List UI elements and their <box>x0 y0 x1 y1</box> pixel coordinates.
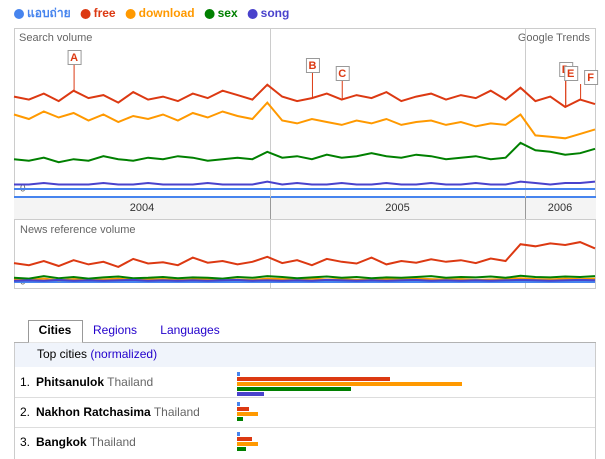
city-name: Phitsanulok <box>36 375 104 389</box>
flag-label: E <box>567 68 574 80</box>
series-line <box>13 141 596 164</box>
country: Thailand <box>90 435 136 449</box>
tab[interactable]: Languages <box>160 323 219 337</box>
source: Google Trends <box>518 32 591 44</box>
legend-label: song <box>261 6 290 20</box>
series-line <box>13 83 596 109</box>
series-line <box>14 180 596 186</box>
year-label: 2006 <box>548 202 572 214</box>
flag <box>584 70 599 85</box>
bar <box>237 377 390 381</box>
series-line <box>13 277 596 282</box>
normalized-link[interactable]: (normalized) <box>90 347 157 361</box>
bar <box>237 382 462 386</box>
heading: Top cities <box>37 347 87 361</box>
legend-label: download <box>139 6 195 20</box>
bar <box>237 412 258 416</box>
cities-header <box>15 343 595 367</box>
series-line <box>13 241 596 268</box>
rank: 3. <box>20 435 30 449</box>
city: Phitsanulok Thailand <box>36 375 153 389</box>
news-title: News reference volume <box>20 224 136 236</box>
search-title: Search volume <box>19 32 92 44</box>
flag-label: B <box>308 60 316 72</box>
series-line <box>13 278 596 282</box>
tab[interactable]: Cities <box>39 323 72 337</box>
year-band <box>14 197 596 219</box>
legend-dot <box>247 9 258 19</box>
tabs: Cities Regions Languages <box>14 320 596 343</box>
city: Bangkok Thailand <box>36 435 136 449</box>
cities-heading: Top cities (normalized) <box>37 347 157 361</box>
bar <box>237 402 240 406</box>
series-line <box>13 274 596 280</box>
city: Nakhon Ratchasima Thailand <box>36 405 200 419</box>
tab-active <box>28 320 83 343</box>
city-name: Nakhon Ratchasima <box>36 405 151 419</box>
year-label: 2004 <box>130 202 154 214</box>
bar <box>237 372 240 376</box>
flag <box>305 58 320 73</box>
country: Thailand <box>107 375 153 389</box>
search-box <box>14 28 596 198</box>
tab[interactable]: Regions <box>93 323 137 337</box>
flag <box>564 66 579 81</box>
legend-dot <box>80 9 91 19</box>
flag-label: F <box>587 72 594 84</box>
rank: 1. <box>20 375 30 389</box>
legend-label: sex <box>218 6 238 20</box>
bar <box>237 417 243 421</box>
city-name: Bangkok <box>36 435 87 449</box>
series-line <box>13 101 596 140</box>
legend-dot <box>125 9 136 19</box>
legend-label: แอบถ่าย <box>27 6 71 20</box>
flag <box>335 66 350 81</box>
year-label: 2005 <box>385 202 409 214</box>
flag-label: C <box>338 68 346 80</box>
legend-dot <box>204 9 215 19</box>
flag <box>67 50 82 65</box>
country: Thailand <box>154 405 200 419</box>
bar <box>237 432 240 436</box>
bar <box>237 447 246 451</box>
bar <box>237 407 249 411</box>
rank: 2. <box>20 405 30 419</box>
flag-label: A <box>70 52 78 64</box>
legend-label: free <box>94 6 116 20</box>
legend-dot <box>14 9 24 19</box>
bar <box>237 387 351 391</box>
bar <box>237 437 252 441</box>
bar <box>237 442 258 446</box>
bar <box>237 392 264 396</box>
